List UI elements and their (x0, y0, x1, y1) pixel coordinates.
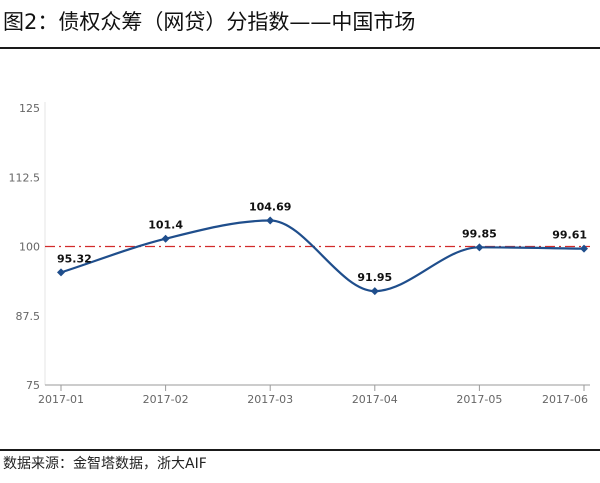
x-tick-label: 2017-03 (247, 393, 293, 406)
top-divider (0, 47, 600, 49)
series-line (60, 219, 585, 293)
x-tick-label: 2017-04 (352, 393, 398, 406)
y-tick-label: 87.5 (16, 310, 41, 323)
data-label: 99.61 (552, 229, 587, 242)
data-label: 91.95 (357, 271, 392, 284)
data-label: 99.85 (462, 227, 497, 240)
data-point-marker (580, 244, 588, 253)
y-tick-label: 100 (19, 241, 40, 254)
data-point-marker (161, 234, 170, 243)
data-point-markers (57, 216, 588, 296)
data-point-marker (57, 268, 65, 277)
y-tick-label: 112.5 (9, 171, 41, 184)
x-tick-label: 2017-02 (143, 393, 189, 406)
bottom-divider (0, 449, 600, 451)
data-point-marker (266, 216, 275, 225)
y-tick-label: 125 (19, 102, 40, 115)
chart-title: 图2：债权众筹（网贷）分指数——中国市场 (3, 10, 416, 34)
x-tick-label: 2017-06 (542, 393, 588, 406)
y-tick-label: 75 (26, 379, 40, 392)
data-label: 95.32 (57, 252, 92, 265)
data-point-marker (370, 287, 379, 296)
data-labels: 95.32 101.4 104.69 91.95 99.85 99.61 (57, 201, 587, 285)
x-axis-tick-labels: 2017-01 2017-02 2017-03 2017-04 2017-05 2017-… (38, 393, 588, 406)
x-tick-label: 2017-01 (38, 393, 84, 406)
data-point-marker (475, 243, 484, 252)
x-axis-ticks (60, 385, 585, 391)
x-tick-label: 2017-05 (456, 393, 502, 406)
y-axis-tick-labels: 75 87.5 100 112.5 125 (9, 102, 41, 392)
source-note: 数据来源：金智塔数据，浙大AIF (3, 456, 207, 472)
data-label: 104.69 (249, 201, 291, 214)
data-label: 101.4 (148, 219, 183, 232)
